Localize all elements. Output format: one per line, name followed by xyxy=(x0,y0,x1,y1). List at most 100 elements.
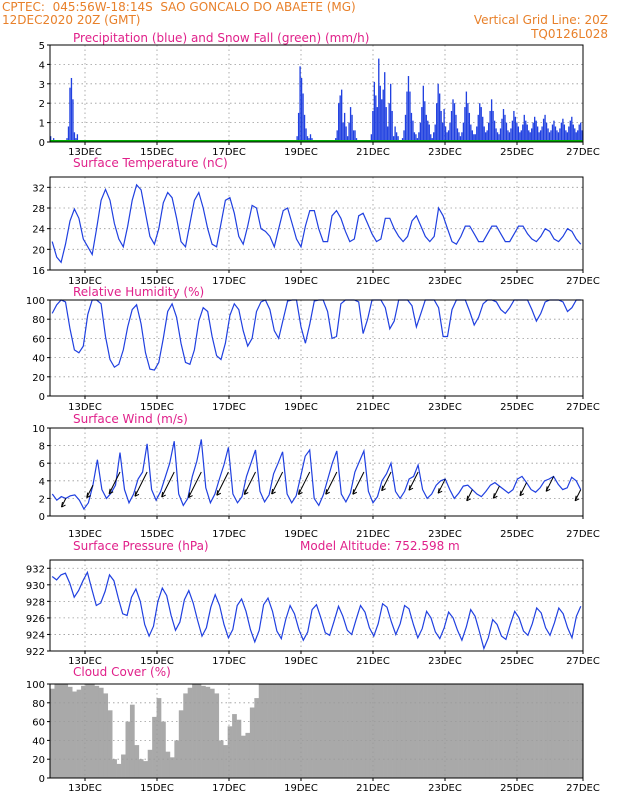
cloud-cover-bar xyxy=(458,684,464,778)
cloud-cover-bar xyxy=(476,684,482,778)
precip-bar xyxy=(340,89,343,142)
precip-bar xyxy=(394,126,396,142)
precip-bar xyxy=(577,130,579,142)
precip-bar xyxy=(444,126,447,142)
y-tick-label: 16 xyxy=(32,266,45,277)
wind-arrow xyxy=(188,471,202,498)
precip-bar xyxy=(536,126,539,142)
precip-bar xyxy=(479,103,481,142)
precip-bar xyxy=(69,87,71,142)
precip-bar xyxy=(410,112,413,142)
cloud-cover-bar xyxy=(121,754,126,778)
precip-bar xyxy=(532,122,534,142)
y-tick-label: 28 xyxy=(32,204,45,215)
cloud-cover-bar xyxy=(387,684,393,778)
precip-bar xyxy=(468,112,471,142)
wind-arrow xyxy=(408,471,419,491)
series-line xyxy=(51,299,581,371)
precip-bar xyxy=(547,128,549,142)
precip-bar xyxy=(421,107,423,142)
precip-bar xyxy=(397,136,399,142)
precip-bar xyxy=(427,120,429,142)
cloud-cover-bar xyxy=(214,693,220,778)
precip-bar xyxy=(433,132,435,142)
plot-frame xyxy=(49,427,584,517)
wind-arrowhead xyxy=(271,488,276,495)
precip-bar xyxy=(560,122,563,142)
wind-arrowhead xyxy=(492,493,498,499)
cloud-cover-bar xyxy=(161,721,166,778)
y-tick-label: 20 xyxy=(32,245,45,256)
y-tick-label: 24 xyxy=(32,225,45,236)
wind-arrow xyxy=(492,485,500,499)
x-tick-label: 17DEC xyxy=(212,147,246,158)
wind-arrowhead xyxy=(545,486,551,492)
cloud-cover-bar xyxy=(205,686,211,778)
precip-bar xyxy=(437,83,439,142)
cloud-cover-bar xyxy=(329,684,335,778)
precip-bar xyxy=(73,132,76,142)
x-tick-label: 19DEC xyxy=(284,783,318,794)
cloud-cover-bar xyxy=(440,684,446,778)
x-tick-label: 19DEC xyxy=(284,656,318,667)
cloud-cover-bar xyxy=(396,684,402,778)
cloud-cover-bar xyxy=(547,684,553,778)
precip-bar xyxy=(525,120,527,142)
cloud-cover-bar xyxy=(356,684,362,778)
wind-arrow xyxy=(574,489,582,501)
precip-bar xyxy=(372,110,374,142)
precip-bar xyxy=(553,120,555,142)
cloud-cover-bar xyxy=(272,684,277,778)
wind-arrow xyxy=(381,471,392,491)
wind-arrowhead xyxy=(325,489,330,495)
cloud-cover-bar xyxy=(63,684,69,778)
precip-bar xyxy=(67,126,70,142)
x-tick-label: 27DEC xyxy=(566,783,600,794)
precip-bar xyxy=(422,85,424,142)
cloud-cover-bar xyxy=(467,684,473,778)
cloud-cover-bar xyxy=(125,721,131,778)
precip-bar xyxy=(375,95,377,142)
cloud-cover-bar xyxy=(516,684,522,778)
precip-bar xyxy=(489,110,491,142)
cloud-cover-bar xyxy=(431,684,437,778)
precip-bar xyxy=(544,114,546,142)
y-tick-label: 922 xyxy=(26,647,45,658)
precip-bar xyxy=(434,124,436,142)
panel-title: Cloud Cover (%) xyxy=(73,665,171,679)
precip-bar xyxy=(485,132,487,142)
precip-bar xyxy=(571,116,573,142)
wind-arrowhead xyxy=(352,489,358,495)
cloud-cover-bar xyxy=(196,684,202,778)
cloud-cover-bar xyxy=(263,684,268,778)
precip-bar xyxy=(70,77,73,142)
x-tick-label: 15DEC xyxy=(140,656,174,667)
wind-arrow xyxy=(545,476,555,492)
cloud-cover-bar xyxy=(409,684,415,778)
precip-bar xyxy=(452,99,454,142)
wind-arrow xyxy=(437,478,446,494)
precip-bar xyxy=(440,110,442,142)
precip-bar xyxy=(384,72,386,142)
cloud-cover-bar xyxy=(556,684,562,778)
x-tick-label: 25DEC xyxy=(500,529,534,540)
precip-bar xyxy=(343,112,346,142)
wind-arrowhead xyxy=(134,491,140,497)
cloud-cover-bar xyxy=(76,689,82,778)
precip-bar xyxy=(376,107,378,142)
y-tick-label: 0 xyxy=(39,774,45,785)
precip-bar xyxy=(465,91,468,142)
x-tick-label: 27DEC xyxy=(566,147,600,158)
cloud-cover-bar xyxy=(574,684,579,778)
wind-arrow xyxy=(108,471,121,494)
precip-bar xyxy=(473,134,475,142)
cloud-cover-bar xyxy=(378,684,384,778)
precip-bar xyxy=(541,126,543,142)
y-tick-label: 60 xyxy=(32,718,45,729)
cloud-cover-bar xyxy=(316,684,322,778)
x-tick-label: 15DEC xyxy=(140,276,174,287)
precip-bar xyxy=(531,128,533,142)
cloud-cover-bar xyxy=(538,684,544,778)
x-tick-label: 27DEC xyxy=(566,656,600,667)
wind-arrow xyxy=(352,471,365,495)
